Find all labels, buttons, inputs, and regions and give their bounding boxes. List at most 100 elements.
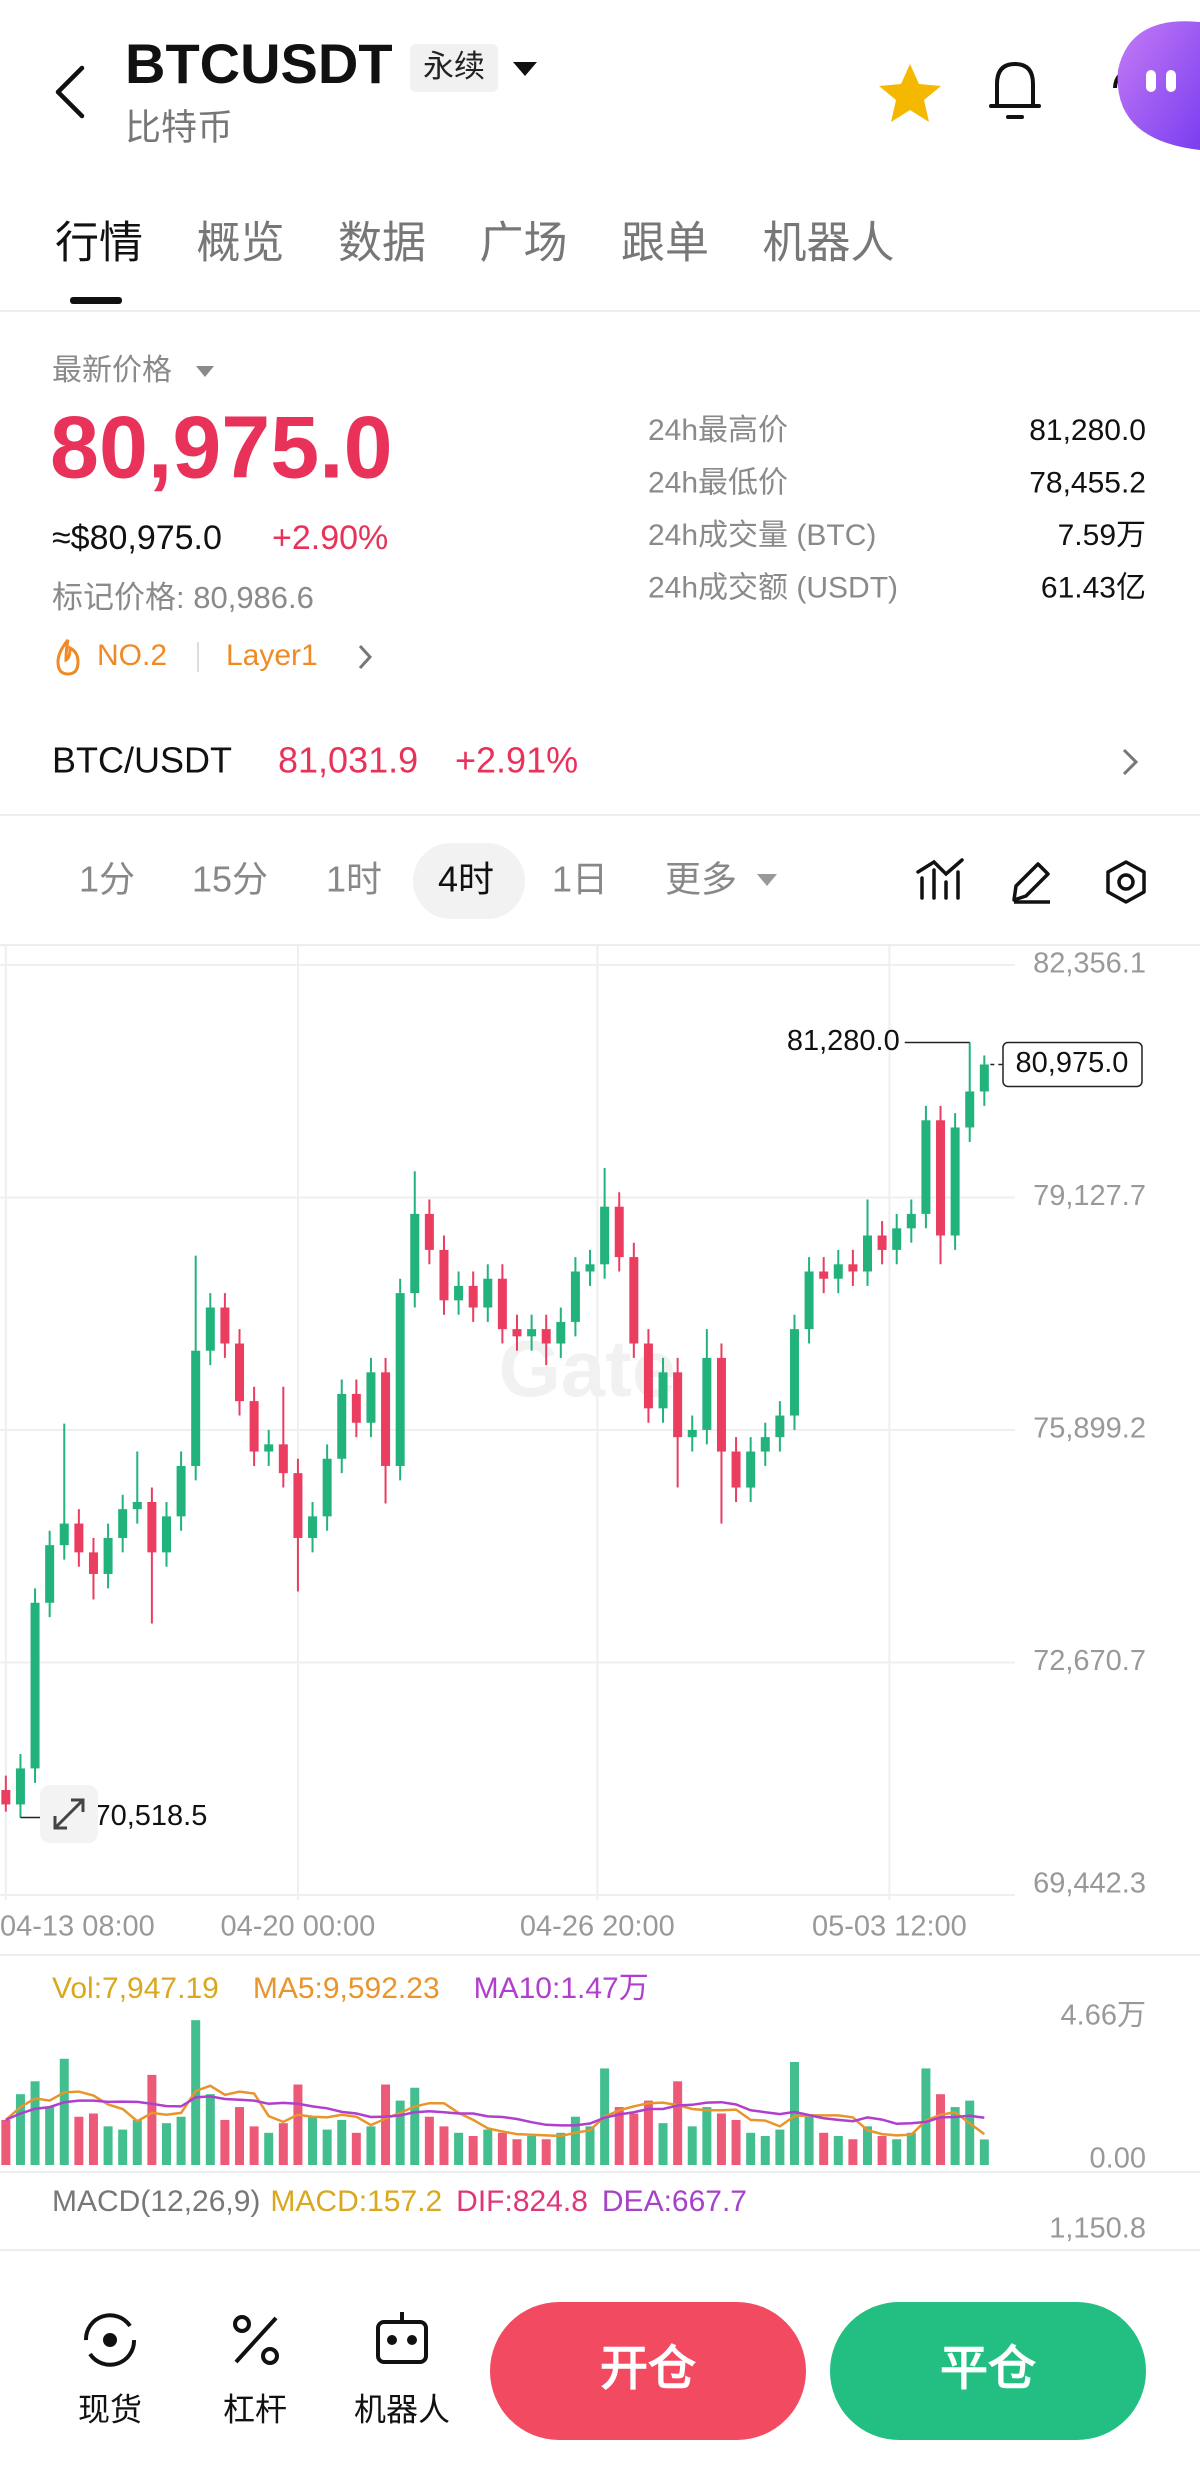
candle-body [45, 1545, 55, 1603]
interval-option[interactable]: 1时 [326, 859, 382, 900]
candle-body [585, 1264, 595, 1272]
legend-entry: Vol:7,947.19 [52, 1972, 219, 2005]
stat-label: 24h最低价 [648, 466, 788, 499]
y-tick-label: 79,127.7 [1033, 1180, 1146, 1212]
stat-value: 7.59万 [1058, 519, 1146, 552]
volume-bar [541, 2139, 551, 2165]
volume-bar [337, 2119, 347, 2165]
close-button[interactable] [830, 2302, 1146, 2440]
volume-bar [264, 2132, 274, 2165]
sector-tag[interactable]: Layer1 [226, 639, 318, 672]
interval-option[interactable]: 更多 [665, 859, 737, 900]
favorite-star[interactable] [879, 64, 941, 122]
tab[interactable]: 跟单 [621, 219, 709, 268]
interval-option[interactable]: 4时 [438, 859, 494, 900]
rank-tag[interactable]: NO.2 [97, 639, 167, 672]
chevron[interactable] [1122, 748, 1139, 776]
candle-body [877, 1235, 887, 1250]
legend-entry: DIF:824.8 [456, 2185, 588, 2218]
bottom-nav: 现货 杠杆 机器人 [78, 2391, 450, 2427]
volume-bar [249, 2126, 259, 2165]
more-dropdown[interactable] [757, 874, 777, 886]
symbol-title: BTCUSDT [125, 32, 393, 95]
y-tick-label: 1,150.8 [1049, 2213, 1146, 2245]
mark-price: 标记价格: 80,986.6 [52, 580, 314, 615]
volume-bar [351, 2132, 361, 2165]
volume-bar [15, 2094, 25, 2165]
tab[interactable]: 概览 [197, 219, 285, 268]
candle-body [658, 1372, 668, 1409]
y-tick-label: 75,899.2 [1033, 1413, 1146, 1445]
volume-bar [570, 2116, 580, 2165]
price-dropdown[interactable] [196, 366, 214, 377]
volume-bar [410, 2087, 420, 2165]
candle-body [424, 1213, 434, 1250]
volume-bar [132, 2119, 142, 2165]
bot-icon[interactable] [376, 2312, 428, 2364]
tab-bar: 行情 概览 数据 广场 跟单 机器人 [55, 219, 895, 268]
open-button[interactable] [490, 2302, 806, 2440]
nav-label[interactable]: 现货 [78, 2391, 142, 2427]
candle-body [103, 1537, 113, 1574]
dropdown-arrow[interactable] [513, 62, 537, 76]
volume-bar [731, 2119, 741, 2165]
volume-bar [74, 2116, 84, 2165]
bell-icon[interactable] [989, 62, 1041, 119]
candle-body [629, 1257, 639, 1344]
tab[interactable]: 行情 [55, 219, 143, 268]
volume-bar [512, 2139, 522, 2165]
volume-bar [103, 2126, 113, 2165]
tab[interactable]: 数据 [338, 219, 426, 268]
last-price-label: 80,975.0 [1016, 1047, 1129, 1079]
volume-bar [906, 2132, 916, 2165]
back-button[interactable] [55, 65, 85, 119]
spot-pair[interactable]: BTC/USDT [52, 740, 232, 781]
min-price-label: 70,518.5 [94, 1800, 207, 1832]
leverage-icon[interactable] [233, 2315, 279, 2365]
volume-bar [88, 2113, 98, 2165]
interval-option[interactable]: 1分 [79, 859, 135, 900]
selected-interval-bg [413, 843, 525, 919]
candle-body [278, 1444, 288, 1474]
tab[interactable]: 广场 [480, 219, 568, 268]
stat-label: 24h成交量 (BTC) [648, 519, 876, 552]
assistant-avatar[interactable] [1117, 21, 1200, 151]
x-tick-label: 04-26 20:00 [520, 1911, 675, 1943]
settings-icon[interactable] [1106, 860, 1146, 904]
avatar-eye [1146, 70, 1156, 92]
candle-body [205, 1307, 215, 1351]
candle-body [775, 1415, 785, 1438]
volume-bar [176, 2116, 186, 2165]
volume-bar [979, 2139, 989, 2165]
candle-body [731, 1451, 741, 1488]
spot-icon[interactable] [83, 2313, 137, 2367]
legend-entry: MACD:157.2 [270, 2185, 442, 2218]
flame-icon [56, 639, 80, 676]
last-price: 80,975.0 [50, 397, 393, 496]
badge-bg[interactable] [410, 44, 498, 92]
stat-value: 78,455.2 [1029, 466, 1146, 499]
stat-label: 24h最高价 [648, 414, 788, 447]
candle-body [176, 1465, 186, 1517]
volume-bar [439, 2126, 449, 2165]
candle-body [746, 1451, 756, 1488]
symbol-subtitle: 比特币 [125, 107, 233, 148]
volume-bar [833, 2136, 843, 2165]
candle-body [337, 1393, 347, 1459]
indicator-icon[interactable] [916, 858, 964, 900]
volume-bar [965, 2100, 975, 2165]
tab[interactable]: 机器人 [763, 219, 895, 268]
volume-bar [308, 2116, 318, 2165]
volume-bar [527, 2136, 537, 2165]
chevron [358, 644, 373, 670]
stats-panel: 24h最高价 81,280.0 24h最低价 78,455.2 24h成交量 (BTC)… [648, 414, 1146, 605]
candle-body [293, 1473, 303, 1538]
interval-option[interactable]: 15分 [192, 859, 268, 900]
y-tick-label: 69,442.3 [1033, 1868, 1146, 1900]
draw-icon[interactable] [1012, 862, 1050, 904]
candle-body [381, 1372, 391, 1466]
nav-label[interactable]: 杠杆 [223, 2391, 287, 2427]
interval-option[interactable]: 1日 [552, 859, 608, 900]
candle-body [673, 1372, 683, 1438]
nav-label[interactable]: 机器人 [354, 2391, 450, 2427]
